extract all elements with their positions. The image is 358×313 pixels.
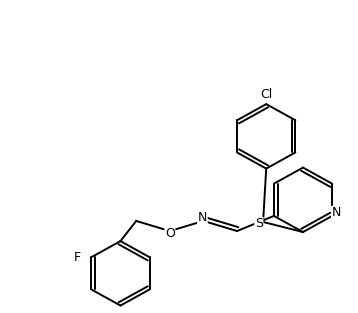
Text: N: N — [332, 206, 341, 219]
Text: F: F — [74, 251, 81, 264]
Text: N: N — [198, 212, 207, 224]
Text: S: S — [255, 218, 263, 230]
Text: Cl: Cl — [260, 88, 272, 100]
Text: O: O — [165, 227, 175, 239]
